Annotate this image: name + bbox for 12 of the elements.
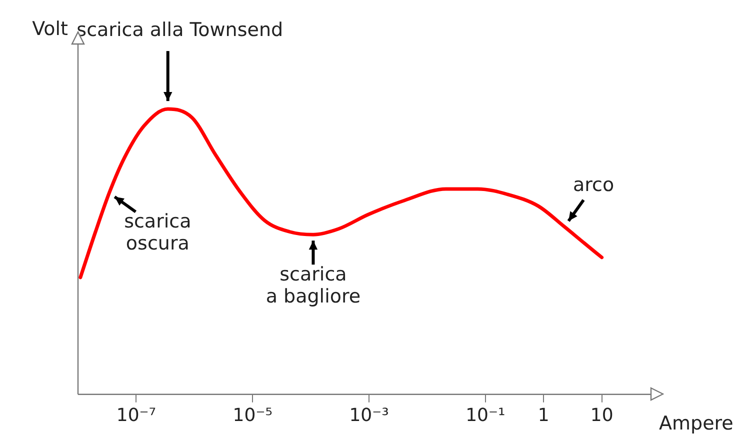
x-tick-label: 10⁻¹ [466,404,506,426]
x-tick-label: 10⁻⁵ [232,404,272,426]
annotation: scarica alla Townsend [76,18,284,41]
x-tick-label: 1 [538,404,550,426]
annotation: arco [572,174,614,196]
x-axis-title: Ampere [659,412,734,434]
annotation: scarica a bagliore [266,264,361,308]
x-tick-label: 10⁻⁷ [116,404,156,426]
x-tick-label: 10⁻³ [349,404,389,426]
x-tick-label: 10 [590,404,614,426]
annotation: scarica oscura [124,210,192,255]
y-axis-title: Volt [32,18,68,40]
